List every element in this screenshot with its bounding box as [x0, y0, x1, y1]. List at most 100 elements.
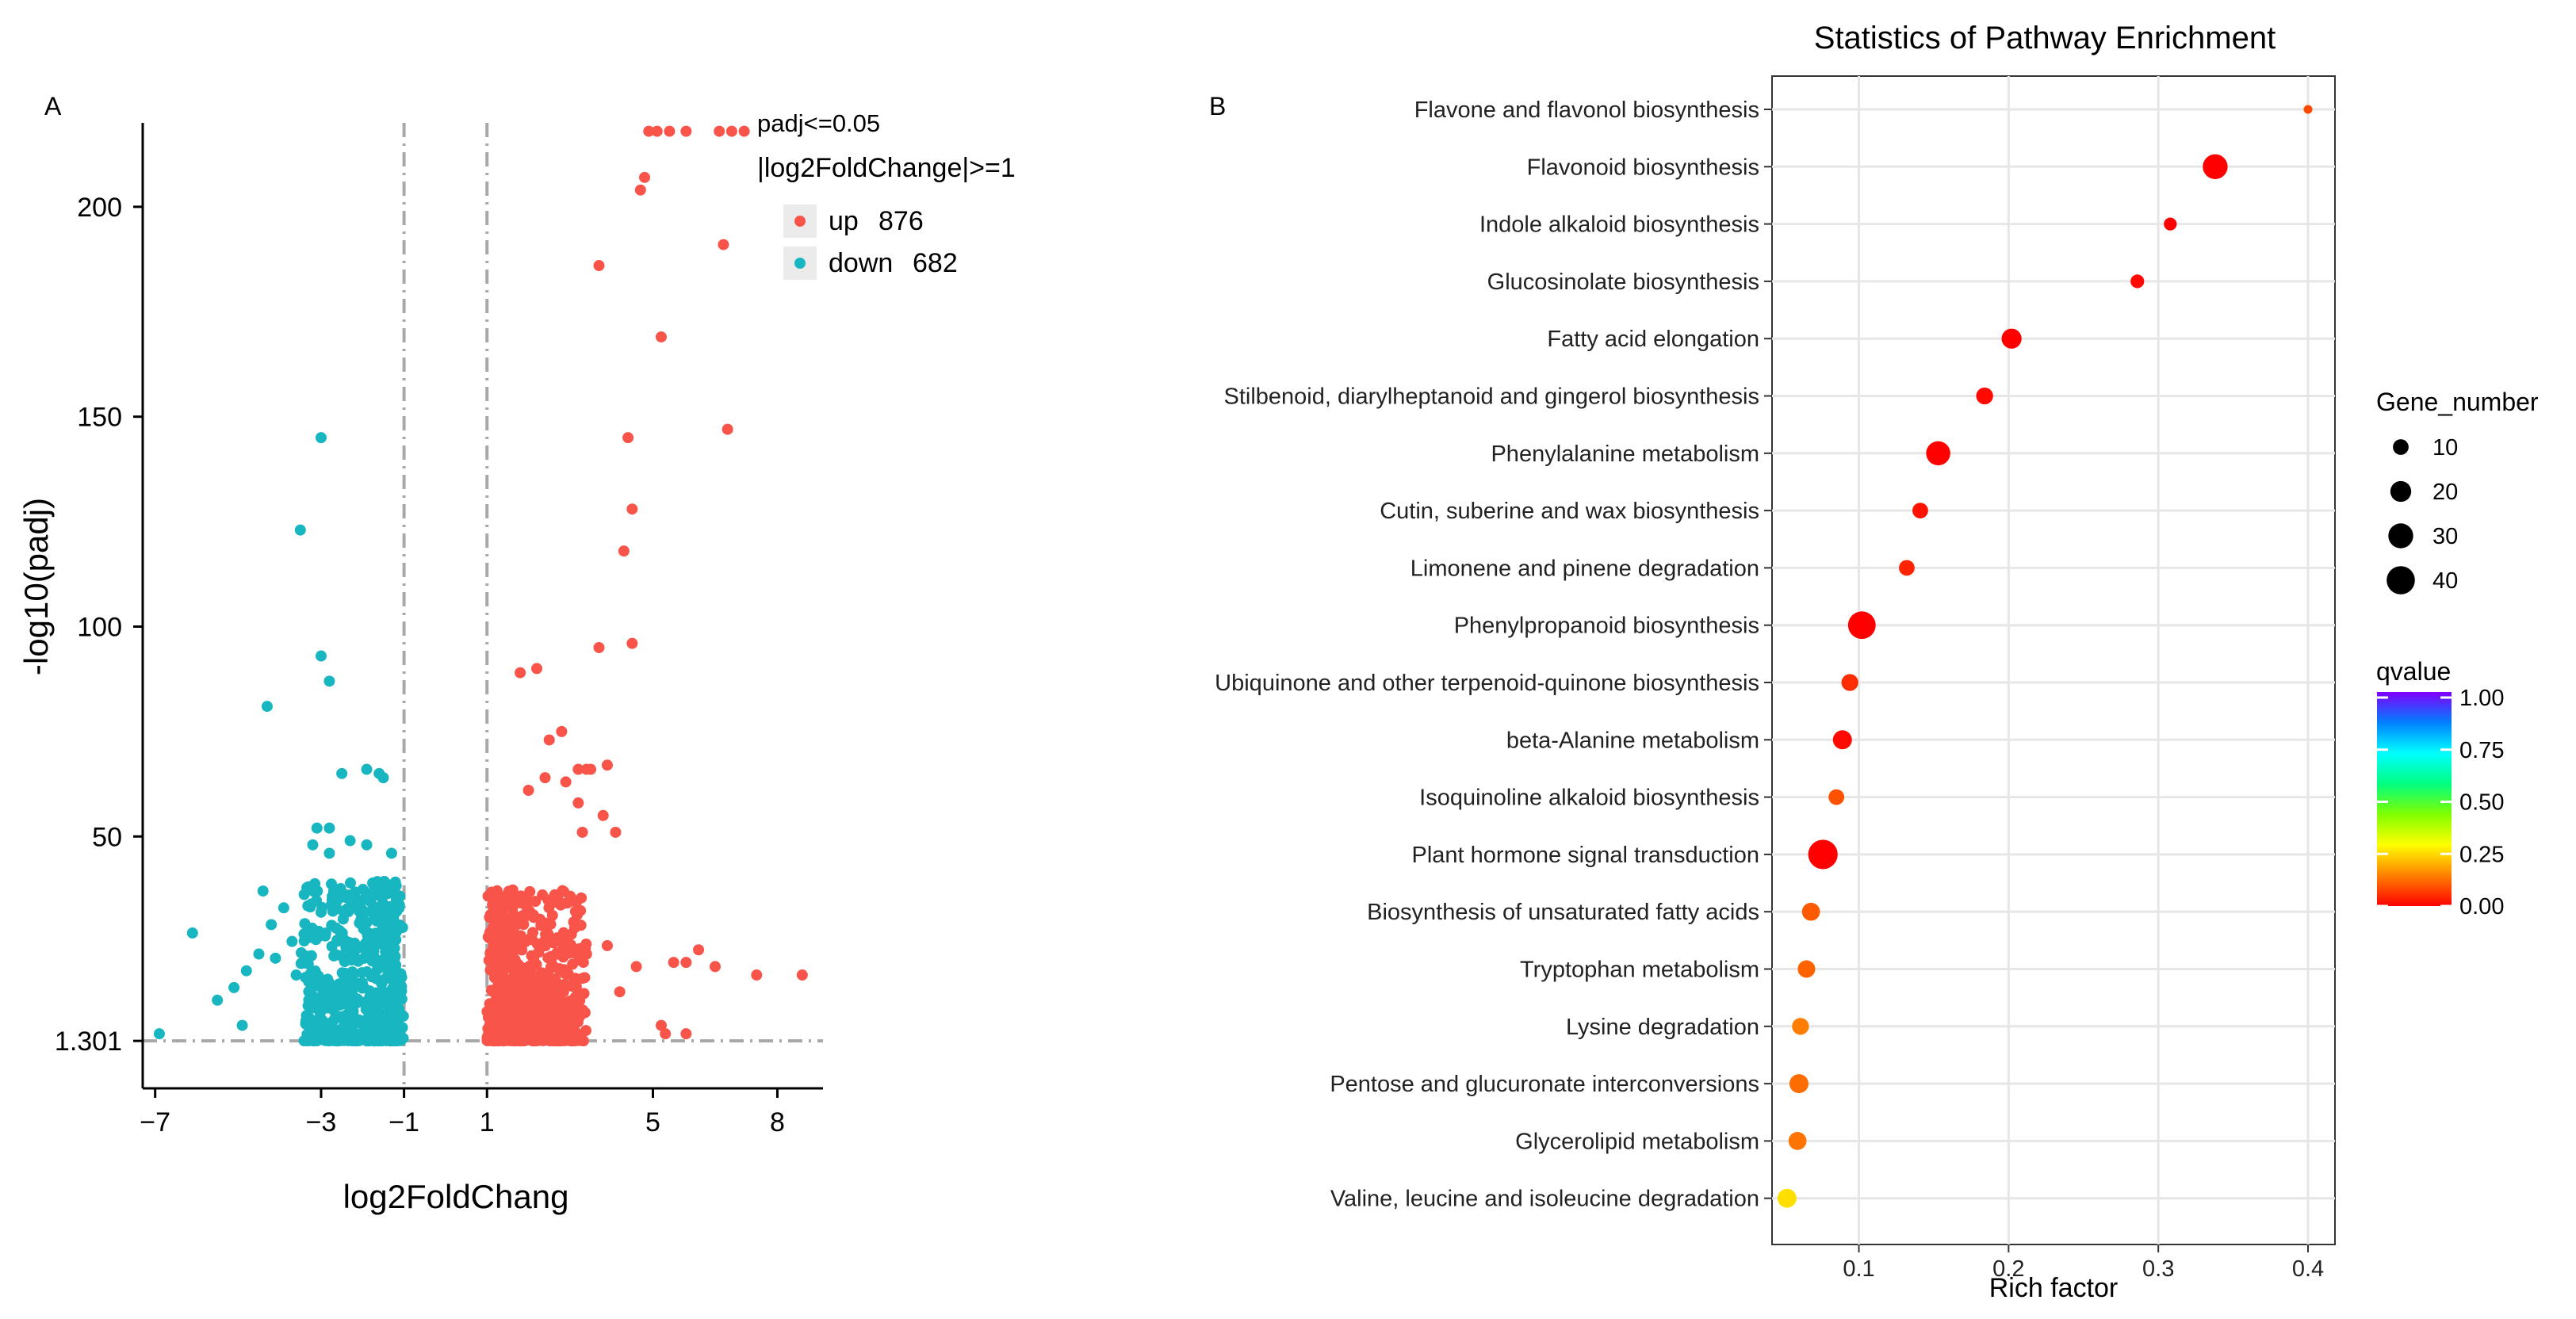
legend-count-up: 876 — [878, 206, 924, 236]
up-point — [610, 826, 622, 838]
up-point — [651, 125, 663, 137]
up-point — [626, 503, 638, 515]
panel-a-label: A — [44, 92, 62, 120]
down-point — [329, 902, 341, 914]
up-point — [722, 423, 733, 435]
down-point — [212, 994, 224, 1006]
up-point — [693, 944, 705, 956]
up-point — [545, 918, 557, 930]
threshold-lines — [143, 123, 823, 1088]
down-point — [278, 902, 289, 914]
up-point — [528, 953, 540, 965]
down-point — [307, 839, 319, 851]
down-point — [228, 981, 240, 993]
down-point — [240, 965, 252, 977]
pathway-label: Glycerolipid metabolism — [1515, 1129, 1759, 1154]
pathway-point — [1847, 611, 1876, 640]
up-point — [574, 995, 586, 1007]
gene-number-legend: Gene_number 10 20 30 40 — [2376, 388, 2539, 595]
pathway-point — [1808, 839, 1838, 870]
y-tick-label: 1.301 — [55, 1027, 122, 1057]
up-point — [489, 942, 501, 954]
pathway-point — [1797, 960, 1816, 978]
down-point — [266, 919, 278, 931]
down-point — [346, 972, 358, 984]
up-point — [568, 916, 580, 928]
down-point — [357, 884, 369, 896]
down-point — [391, 990, 403, 1002]
down-point — [300, 954, 312, 965]
size-legend-title: Gene_number — [2376, 388, 2539, 416]
up-point — [516, 944, 528, 956]
down-point — [298, 928, 310, 940]
down-point — [370, 973, 382, 984]
pathway-label: Valine, leucine and isoleucine degradati… — [1330, 1187, 1759, 1212]
up-point — [796, 969, 808, 981]
up-point — [718, 239, 729, 250]
up-point — [634, 184, 646, 196]
down-point — [373, 901, 385, 913]
size-legend-key — [2393, 439, 2409, 455]
up-point — [548, 937, 560, 949]
up-point — [534, 981, 546, 993]
up-point — [497, 996, 509, 1008]
down-point — [396, 922, 408, 934]
up-point — [528, 1033, 540, 1045]
x-tick-label: −3 — [306, 1107, 337, 1137]
chart-title: Statistics of Pathway Enrichment — [1814, 21, 2276, 55]
down-point — [261, 701, 273, 713]
up-point — [535, 967, 547, 979]
pathway-label: Ubiquinone and other terpenoid-quinone b… — [1215, 671, 1759, 696]
up-point — [494, 912, 506, 923]
down-point — [311, 822, 323, 834]
up-point — [618, 545, 630, 557]
pathway-label: Biosynthesis of unsaturated fatty acids — [1367, 900, 1759, 925]
pathway-point — [1926, 441, 1950, 466]
down-point — [270, 952, 281, 964]
pathway-label: Phenylalanine metabolism — [1491, 442, 1759, 467]
pathway-point — [2130, 274, 2145, 289]
down-point — [344, 877, 356, 889]
up-point — [549, 992, 561, 1004]
down-point — [385, 923, 396, 935]
up-point — [630, 961, 642, 973]
up-point — [482, 1023, 494, 1034]
down-point — [286, 935, 298, 947]
down-point — [294, 524, 306, 536]
up-point — [543, 734, 555, 746]
up-point — [551, 946, 563, 958]
grid-lines — [1772, 76, 2335, 1244]
size-legend-label: 10 — [2432, 435, 2458, 461]
up-point — [507, 884, 519, 896]
down-point — [186, 927, 198, 939]
down-point — [330, 922, 342, 934]
down-point — [384, 1011, 396, 1023]
down-point — [381, 888, 393, 900]
down-point — [371, 876, 383, 888]
up-point — [559, 1013, 571, 1025]
up-point — [680, 1028, 692, 1040]
y-tick-label: 50 — [92, 822, 122, 852]
pathway-point — [1828, 789, 1845, 805]
pathway-label: Limonene and pinene degradation — [1410, 556, 1759, 581]
x-tick-label: −1 — [389, 1107, 419, 1137]
up-point — [738, 125, 750, 137]
up-point — [514, 989, 526, 1001]
down-point — [290, 969, 302, 981]
pathway-point — [1912, 503, 1928, 519]
down-point — [368, 993, 380, 1005]
down-point — [381, 965, 393, 977]
up-point — [525, 965, 537, 977]
down-point — [361, 839, 373, 851]
pathway-label: Phenylpropanoid biosynthesis — [1454, 614, 1759, 639]
down-point — [377, 1019, 389, 1031]
color-legend-title: qvalue — [2376, 657, 2451, 686]
up-point — [655, 1019, 667, 1031]
up-point — [484, 927, 496, 939]
enrichment-points — [1777, 105, 2313, 1208]
down-point — [311, 980, 323, 992]
pathway-point — [1841, 674, 1858, 691]
down-point — [336, 967, 348, 979]
up-point — [572, 797, 584, 809]
